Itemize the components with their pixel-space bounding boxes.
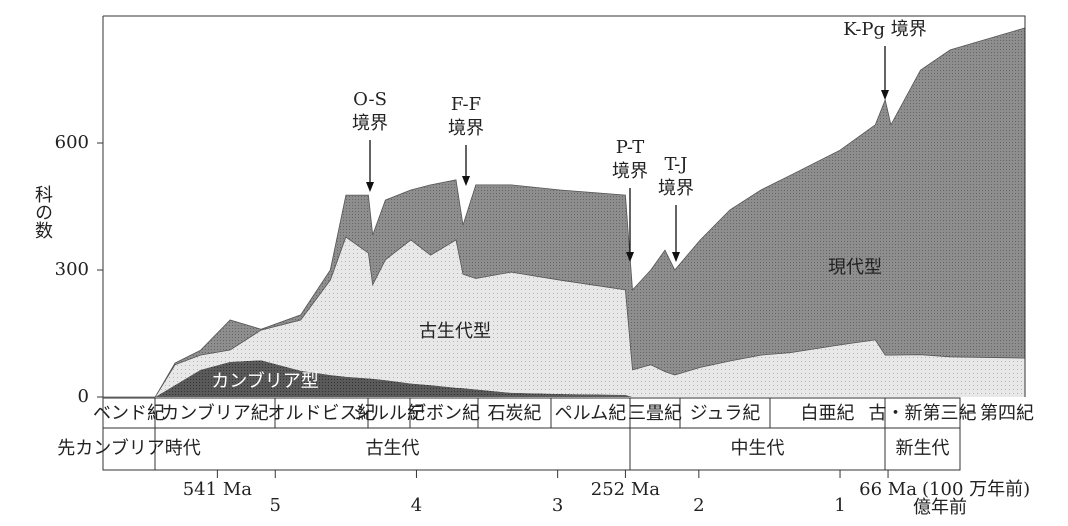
annotation: T-J — [665, 154, 688, 175]
x-tick-label: 2 — [693, 495, 704, 516]
period-label: ベンド紀 — [93, 403, 165, 424]
x-tick-label: 252 Ma — [591, 479, 661, 500]
annotation-arrowhead — [462, 176, 470, 186]
area — [103, 360, 1025, 397]
period-label: 古・新第三紀 — [869, 403, 977, 424]
annotation-arrowhead — [366, 182, 374, 192]
annotation: 境界 — [612, 161, 648, 182]
annotation: O-S — [353, 89, 387, 110]
plot-frame — [103, 15, 1026, 397]
period-label: シルル紀 — [353, 403, 425, 424]
x-tick-label: 5 — [270, 495, 281, 516]
y-axis-label: 科の数 — [32, 185, 53, 239]
period-label: ジュラ紀 — [690, 403, 761, 424]
annotation-arrowhead — [626, 252, 634, 262]
annotation: 境界 — [658, 178, 694, 199]
annotation: 境界 — [448, 118, 484, 139]
y-tick-label: 600 — [55, 132, 89, 153]
x-axis-label: 億年前 — [913, 497, 967, 518]
x-tick-label: 66 Ma — [859, 479, 917, 500]
annotation: F-F — [451, 94, 481, 115]
x-tick-label: 541 Ma — [183, 479, 253, 500]
x-tick-label: 4 — [411, 495, 422, 516]
series-label: カンブリア型 — [211, 370, 318, 392]
y-tick-label: 0 — [78, 386, 89, 407]
period-label: オルドビス紀 — [268, 403, 376, 424]
period-label: 白亜紀 — [801, 403, 855, 424]
period-label: デボン紀 — [408, 403, 480, 424]
era-label: 先カンブリア時代 — [57, 437, 200, 459]
series-label: 古生代型 — [419, 321, 491, 342]
era-label: 新生代 — [896, 438, 950, 459]
period-label: 三畳紀 — [628, 403, 682, 424]
era-label: 中生代 — [731, 438, 785, 459]
annotation: P-T — [616, 137, 645, 158]
x-tick-label: 3 — [552, 495, 563, 516]
x-tick-label: 1 — [834, 495, 845, 516]
y-tick-label: 300 — [55, 259, 89, 280]
series-label: 現代型 — [828, 257, 882, 278]
annotation-arrowhead — [881, 90, 889, 100]
annotation: K-Pg 境界 — [843, 19, 927, 40]
area — [103, 237, 1025, 397]
x-axis-label-secondary: (100 万年前) — [922, 479, 1030, 500]
era-label: 古生代 — [366, 438, 420, 459]
period-label: ペルム紀 — [555, 403, 627, 424]
annotation: 境界 — [352, 113, 388, 134]
table-frame — [102, 397, 961, 471]
period-label: 第四紀 — [980, 403, 1034, 424]
period-label: 石炭紀 — [488, 403, 542, 424]
annotation-arrowhead — [672, 252, 680, 262]
period-label: カンブリア紀 — [161, 402, 268, 424]
